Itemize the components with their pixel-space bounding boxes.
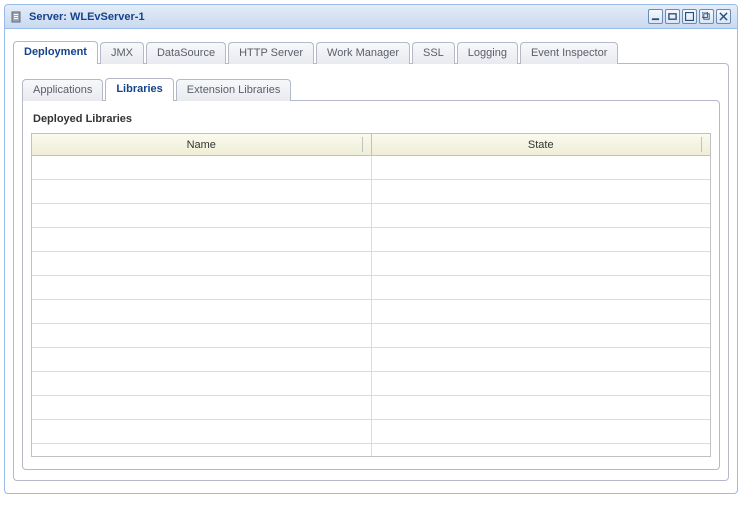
cell-state (372, 156, 711, 179)
cell-state (372, 276, 711, 299)
cell-name (32, 228, 372, 251)
cell-name (32, 324, 372, 347)
cell-state (372, 444, 711, 456)
cell-state (372, 396, 711, 419)
tab-label: Extension Libraries (187, 84, 281, 96)
table-row[interactable] (32, 324, 710, 348)
cell-name (32, 372, 372, 395)
section-title: Deployed Libraries (33, 113, 711, 125)
table-row[interactable] (32, 180, 710, 204)
tab-label: Applications (33, 84, 92, 96)
cell-state (372, 180, 711, 203)
tab-ssl[interactable]: SSL (412, 42, 455, 64)
cell-name (32, 180, 372, 203)
table-row[interactable] (32, 276, 710, 300)
tab-label: DataSource (157, 47, 215, 59)
libraries-panel: Deployed Libraries Name State (22, 100, 720, 470)
cell-name (32, 300, 372, 323)
subtab-libraries[interactable]: Libraries (105, 78, 173, 101)
tab-label: Libraries (116, 83, 162, 95)
column-label: Name (187, 139, 216, 151)
sub-tabstrip: Applications Libraries Extension Librari… (22, 74, 720, 100)
tab-deployment[interactable]: Deployment (13, 41, 98, 64)
tab-label: HTTP Server (239, 47, 303, 59)
subtab-applications[interactable]: Applications (22, 79, 103, 101)
table-row[interactable] (32, 156, 710, 180)
tab-jmx[interactable]: JMX (100, 42, 144, 64)
cell-state (372, 324, 711, 347)
cell-name (32, 420, 372, 443)
grid-header: Name State (32, 134, 710, 156)
cell-name (32, 348, 372, 371)
cell-state (372, 252, 711, 275)
panel-body: Deployment JMX DataSource HTTP Server Wo… (5, 29, 737, 493)
column-header-state[interactable]: State (372, 134, 711, 155)
subtab-extension-libraries[interactable]: Extension Libraries (176, 79, 292, 101)
column-label: State (528, 139, 554, 151)
cell-name (32, 204, 372, 227)
minimize-button[interactable] (648, 9, 663, 24)
close-button[interactable] (716, 9, 731, 24)
cell-state (372, 300, 711, 323)
table-row[interactable] (32, 372, 710, 396)
table-row[interactable] (32, 252, 710, 276)
window-title: Server: WLEvServer-1 (29, 11, 145, 23)
main-tabstrip: Deployment JMX DataSource HTTP Server Wo… (13, 37, 729, 63)
cell-name (32, 444, 372, 456)
table-row (32, 444, 710, 456)
tab-label: JMX (111, 47, 133, 59)
server-name: WLEvServer-1 (70, 11, 145, 23)
deployed-libraries-grid: Name State (31, 133, 711, 457)
tab-datasource[interactable]: DataSource (146, 42, 226, 64)
cell-state (372, 372, 711, 395)
tab-label: Deployment (24, 46, 87, 58)
cell-state (372, 228, 711, 251)
table-row[interactable] (32, 300, 710, 324)
server-panel: Server: WLEvServer-1 Deployment JMX Data… (4, 4, 738, 494)
column-header-name[interactable]: Name (32, 134, 372, 155)
cell-state (372, 420, 711, 443)
deployment-panel: Applications Libraries Extension Librari… (13, 63, 729, 481)
server-icon (11, 10, 25, 24)
table-row[interactable] (32, 204, 710, 228)
tab-event-inspector[interactable]: Event Inspector (520, 42, 618, 64)
cell-name (32, 252, 372, 275)
tab-http-server[interactable]: HTTP Server (228, 42, 314, 64)
cell-name (32, 276, 372, 299)
tab-label: SSL (423, 47, 444, 59)
tab-logging[interactable]: Logging (457, 42, 518, 64)
table-row[interactable] (32, 420, 710, 444)
table-row[interactable] (32, 348, 710, 372)
cell-state (372, 204, 711, 227)
title-prefix: Server: (29, 11, 70, 23)
tab-label: Work Manager (327, 47, 399, 59)
tab-work-manager[interactable]: Work Manager (316, 42, 410, 64)
restore-button[interactable] (665, 9, 680, 24)
tab-label: Event Inspector (531, 47, 607, 59)
table-row[interactable] (32, 228, 710, 252)
popout-button[interactable] (699, 9, 714, 24)
cell-name (32, 396, 372, 419)
cell-name (32, 156, 372, 179)
maximize-button[interactable] (682, 9, 697, 24)
cell-state (372, 348, 711, 371)
grid-body (32, 156, 710, 456)
table-row[interactable] (32, 396, 710, 420)
tab-label: Logging (468, 47, 507, 59)
titlebar: Server: WLEvServer-1 (5, 5, 737, 29)
